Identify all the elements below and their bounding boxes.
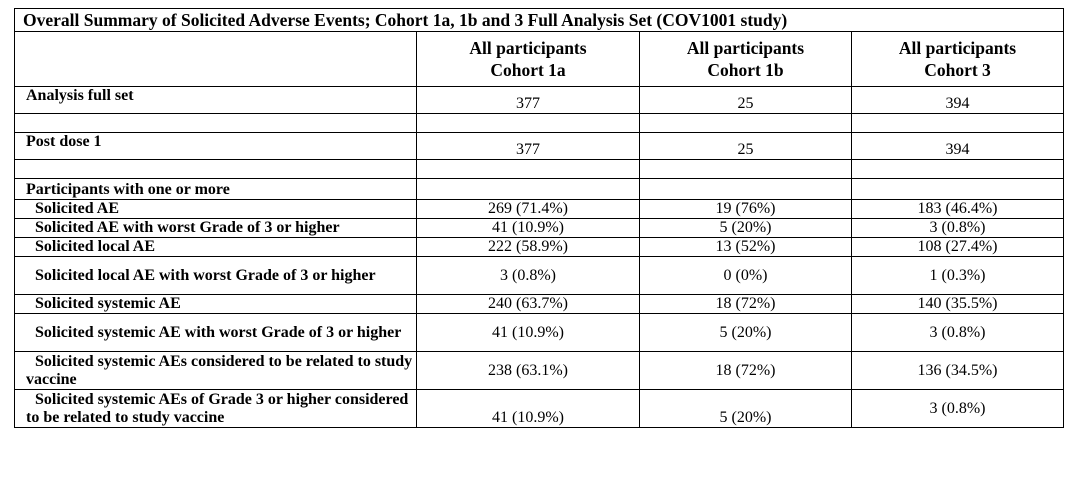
header-blank-cell [14,31,417,87]
cell-value: 3 (0.8%) [850,218,1065,238]
adverse-events-summary-table: Overall Summary of Solicited Adverse Eve… [13,8,1065,428]
cell-value: 240 (63.7%) [416,294,640,314]
table-row: Solicited systemic AEs considered to be … [14,351,1065,390]
cell-value: 183 (46.4%) [850,199,1065,219]
table-row: Solicited systemic AE with worst Grade o… [14,313,1065,352]
row-label-participants-header: Participants with one or more [14,178,417,200]
column-header-line1: All participants [898,38,1017,58]
cell-value: 3 (0.8%) [416,256,640,295]
cell-value: 5 (20%) [639,313,852,352]
column-header-line1: All participants [469,38,587,58]
table-row: Solicited systemic AE 240 (63.7%) 18 (72… [14,294,1065,314]
cell-value: 18 (72%) [639,351,852,390]
column-header-cohort-1b: All participants Cohort 1b [639,31,852,87]
cell-value: 5 (20%) [639,389,852,428]
table-row: Solicited local AE 222 (58.9%) 13 (52%) … [14,237,1065,257]
cell-value: 25 [639,132,852,160]
cell-value: 41 (10.9%) [416,389,640,428]
cell-value: 1 (0.3%) [850,256,1065,295]
cell-value: 41 (10.9%) [416,313,640,352]
cell-value: 3 (0.8%) [850,389,1065,428]
table-row: Analysis full set 377 25 394 [14,86,1065,114]
cell-value: 0 (0%) [639,256,852,295]
spacer-row [14,113,1065,133]
cell-value: 3 (0.8%) [850,313,1065,352]
cell-value: 25 [639,86,852,114]
cell-value: 394 [850,132,1065,160]
cell-value: 18 (72%) [639,294,852,314]
row-label-solicited-local-ae-grade3: Solicited local AE with worst Grade of 3… [14,256,417,295]
row-label-analysis-full-set: Analysis full set [14,86,417,114]
column-header-line1: All participants [686,38,805,58]
cell-value: 377 [416,86,640,114]
row-label-post-dose-1: Post dose 1 [14,132,417,160]
row-label-solicited-local-ae: Solicited local AE [14,237,417,257]
table-row: Solicited systemic AEs of Grade 3 or hig… [14,389,1065,428]
cell-value: 238 (63.1%) [416,351,640,390]
row-label-solicited-systemic-ae-grade3: Solicited systemic AE with worst Grade o… [14,313,417,352]
table-row: Solicited local AE with worst Grade of 3… [14,256,1065,295]
cell-value: 140 (35.5%) [850,294,1065,314]
table-row: Solicited AE with worst Grade of 3 or hi… [14,218,1065,238]
cell-value: 41 (10.9%) [416,218,640,238]
column-header-line2: Cohort 1a [490,60,566,80]
table-row: Participants with one or more [14,178,1065,200]
table-row: Post dose 1 377 25 394 [14,132,1065,160]
cell-value: 108 (27.4%) [850,237,1065,257]
cell-value: 5 (20%) [639,218,852,238]
column-header-line2: Cohort 1b [707,60,784,80]
table-row: Solicited AE 269 (71.4%) 19 (76%) 183 (4… [14,199,1065,219]
column-header-line2: Cohort 3 [924,60,991,80]
cell-value: 222 (58.9%) [416,237,640,257]
spacer-row [14,159,1065,179]
column-header-cohort-3: All participants Cohort 3 [850,31,1065,87]
table-title: Overall Summary of Solicited Adverse Eve… [13,8,1065,32]
cell-value: 13 (52%) [639,237,852,257]
row-label-solicited-systemic-ae: Solicited systemic AE [14,294,417,314]
column-header-cohort-1a: All participants Cohort 1a [416,31,640,87]
row-label-solicited-systemic-grade3-related: Solicited systemic AEs of Grade 3 or hig… [14,389,417,428]
row-label-solicited-ae: Solicited AE [14,199,417,219]
cell-value: 394 [850,86,1065,114]
cell-value: 377 [416,132,640,160]
cell-value: 136 (34.5%) [850,351,1065,390]
cell-value: 269 (71.4%) [416,199,640,219]
cell-value: 19 (76%) [639,199,852,219]
row-label-solicited-ae-grade3: Solicited AE with worst Grade of 3 or hi… [14,218,417,238]
row-label-solicited-systemic-related: Solicited systemic AEs considered to be … [14,351,417,390]
